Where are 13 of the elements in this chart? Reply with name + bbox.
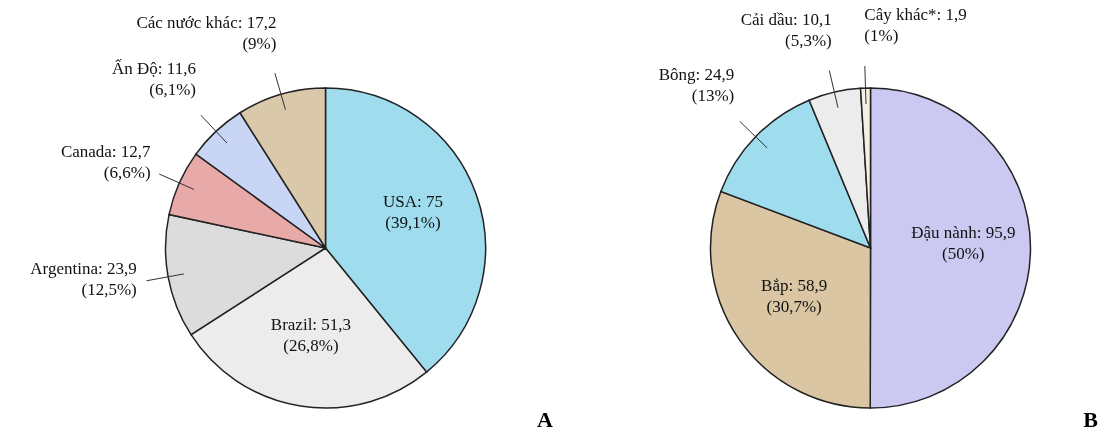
slice-label: Các nước khác: 17,2 (9%) <box>136 12 277 53</box>
slice-label: Ấn Độ: 11,6 (6,1%) <box>112 58 196 99</box>
slice-label: Brazil: 51,3 (26,8%) <box>270 314 352 355</box>
slice-label: Bắp: 58,9 (30,7%) <box>761 275 828 316</box>
slice-label: Đậu nành: 95,9 (50%) <box>911 223 1016 264</box>
slice-label: Canada: 12,7 (6,6%) <box>60 142 152 183</box>
slice-label: Bông: 24,9 (13%) <box>658 65 735 106</box>
slice-label: Cây khác*: 1,9 (1%) <box>864 5 967 46</box>
text: A <box>537 407 553 433</box>
text: B <box>1083 407 1098 433</box>
slice-label: USA: 75 (39,1%) <box>382 191 443 232</box>
slice-label: Argentina: 23,9 (12,5%) <box>30 258 137 299</box>
slice-label: Cải dầu: 10,1 (5,3%) <box>740 10 832 51</box>
